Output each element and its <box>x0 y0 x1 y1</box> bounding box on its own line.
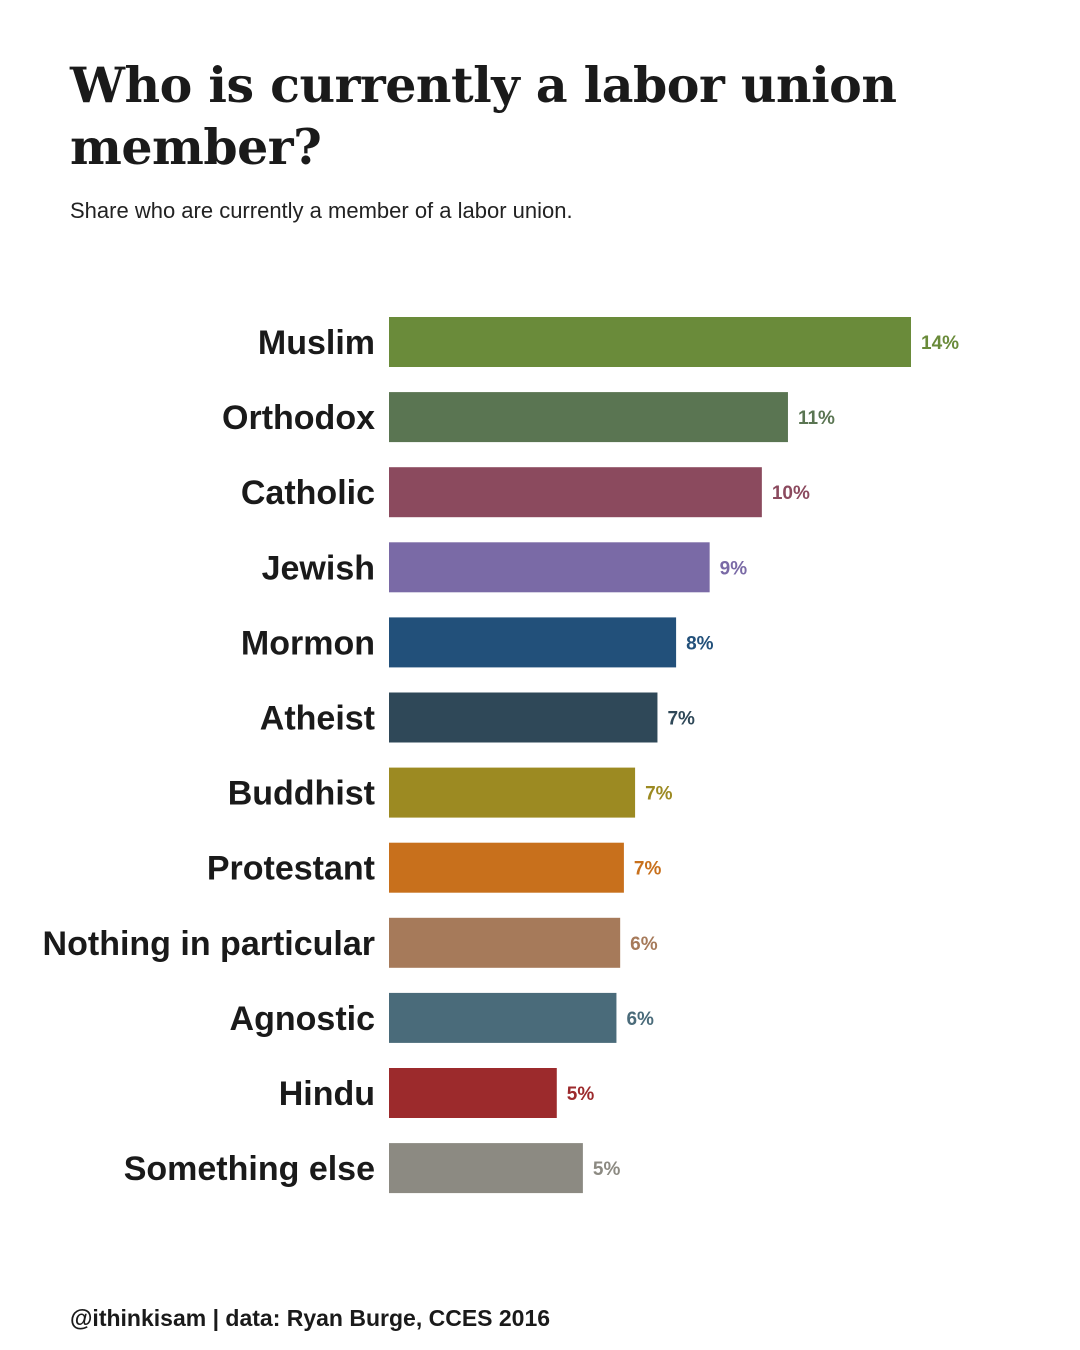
category-label: Jewish <box>262 549 375 587</box>
category-label: Mormon <box>241 624 375 662</box>
value-label: 6% <box>626 1009 654 1030</box>
value-label: 7% <box>645 784 673 805</box>
chart-title: Who is currently a labor union member? <box>70 56 897 176</box>
category-label: Catholic <box>241 474 375 512</box>
value-label: 14% <box>921 333 959 354</box>
category-label: Atheist <box>260 700 375 738</box>
bar <box>389 542 710 593</box>
category-label: Agnostic <box>230 1000 375 1038</box>
chart-subtitle: Share who are currently a member of a la… <box>70 198 573 223</box>
value-label: 6% <box>630 934 658 955</box>
bar <box>389 692 658 743</box>
bar <box>389 767 636 818</box>
category-label: Something else <box>124 1150 375 1188</box>
bar <box>389 992 617 1043</box>
bar <box>389 1068 557 1118</box>
bar <box>389 1143 583 1194</box>
value-label: 11% <box>798 408 835 429</box>
source-credit: @ithinkisam | data: Ryan Burge, CCES 201… <box>70 1305 551 1331</box>
value-label: 10% <box>772 483 810 504</box>
bar-chart: Muslim 14% Orthodox 11% Catholic 10% Jewish 9% M… <box>43 317 959 1194</box>
bar <box>389 317 911 367</box>
bar <box>389 467 762 518</box>
category-label: Hindu <box>279 1075 375 1113</box>
bar <box>389 917 621 968</box>
bar <box>389 392 788 443</box>
category-label: Buddhist <box>228 775 375 813</box>
category-label: Muslim <box>258 324 375 362</box>
category-label: Orthodox <box>222 399 375 437</box>
value-label: 7% <box>634 859 662 880</box>
value-label: 8% <box>686 633 714 654</box>
value-label: 9% <box>720 558 748 579</box>
bar <box>389 617 677 668</box>
category-label: Protestant <box>207 850 375 888</box>
value-label: 5% <box>593 1159 621 1180</box>
bar <box>389 842 624 893</box>
category-label: Nothing in particular <box>43 925 375 963</box>
value-label: 7% <box>667 709 695 730</box>
value-label: 5% <box>567 1084 595 1105</box>
